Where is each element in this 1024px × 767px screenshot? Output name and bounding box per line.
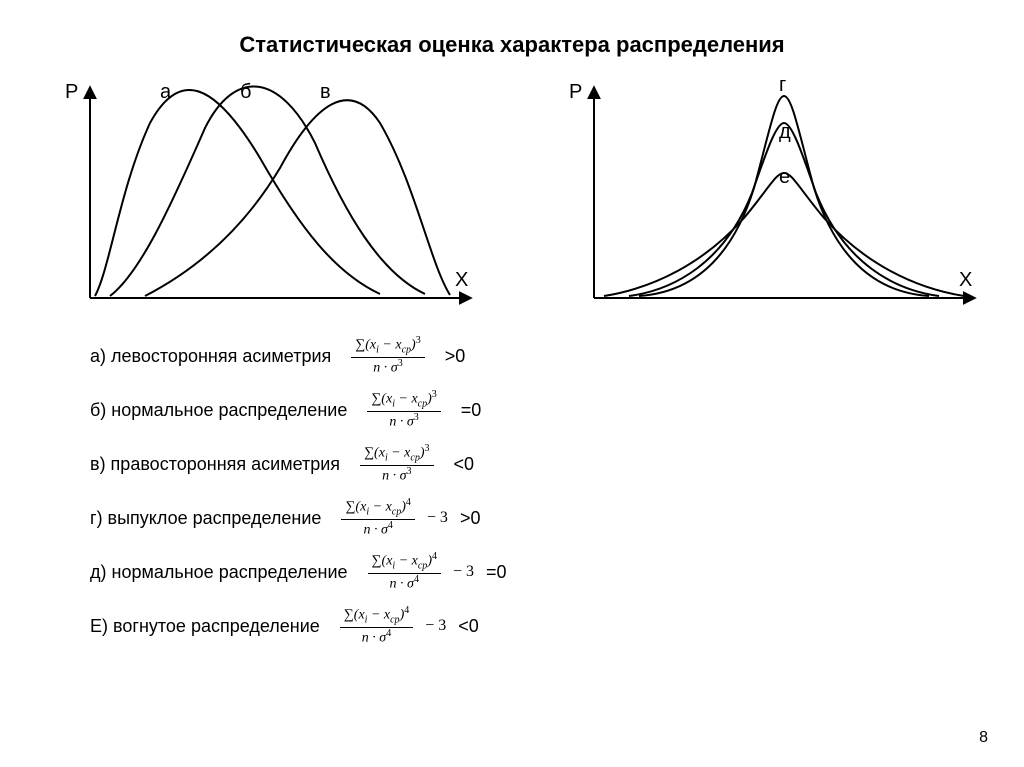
- left-chart: P Xа б в: [30, 68, 490, 328]
- right-chart-svg: P Xг д е: [554, 68, 994, 328]
- definitions-list: а) левосторонняя асиметрия ∑(xi − xср)3n …: [0, 328, 1024, 646]
- right-chart: P Xг д е: [554, 68, 994, 328]
- svg-text:е: е: [779, 166, 790, 188]
- comparison-value: >0: [445, 346, 466, 367]
- left-chart-svg: P Xа б в: [30, 68, 490, 328]
- svg-text:г: г: [779, 74, 786, 96]
- definition-label: д) нормальное распределение: [90, 562, 348, 583]
- svg-text:P: P: [569, 81, 582, 103]
- definition-label: Е) вогнутое распределение: [90, 616, 320, 637]
- comparison-value: <0: [454, 454, 475, 475]
- definition-label: г) выпуклое распределение: [90, 508, 321, 529]
- comparison-value: =0: [486, 562, 507, 583]
- svg-text:в: в: [320, 81, 331, 103]
- comparison-value: >0: [460, 508, 481, 529]
- svg-text:P: P: [65, 81, 78, 103]
- svg-text:б: б: [240, 81, 251, 103]
- definition-row: в) правосторонняя асиметрия ∑(xi − xср)3n…: [90, 444, 1024, 484]
- svg-text:д: д: [779, 121, 791, 143]
- comparison-value: <0: [458, 616, 479, 637]
- formula: ∑(xi − xср)3n · σ3: [359, 390, 448, 429]
- svg-text:а: а: [160, 81, 172, 103]
- definition-row: Е) вогнутое распределение ∑(xi − xср)4n ·…: [90, 606, 1024, 646]
- svg-text:X: X: [959, 269, 972, 291]
- definition-row: г) выпуклое распределение ∑(xi − xср)4n ·…: [90, 498, 1024, 538]
- formula: ∑(xi − xср)4n · σ4− 3: [332, 606, 446, 645]
- definition-row: а) левосторонняя асиметрия ∑(xi − xср)3n …: [90, 336, 1024, 376]
- page-title: Статистическая оценка характера распреде…: [0, 0, 1024, 58]
- formula: ∑(xi − xср)3n · σ3: [352, 444, 441, 483]
- definition-label: в) правосторонняя асиметрия: [90, 454, 340, 475]
- formula: ∑(xi − xср)4n · σ4− 3: [360, 552, 474, 591]
- definition-row: д) нормальное распределение ∑(xi − xср)4n…: [90, 552, 1024, 592]
- definition-label: б) нормальное распределение: [90, 400, 347, 421]
- formula: ∑(xi − xср)4n · σ4− 3: [333, 498, 447, 537]
- charts-row: P Xа б в P Xг д е: [0, 58, 1024, 328]
- comparison-value: =0: [461, 400, 482, 421]
- formula: ∑(xi − xср)3n · σ3: [343, 336, 432, 375]
- svg-text:X: X: [455, 269, 468, 291]
- definition-label: а) левосторонняя асиметрия: [90, 346, 331, 367]
- definition-row: б) нормальное распределение ∑(xi − xср)3n…: [90, 390, 1024, 430]
- page-number: 8: [979, 729, 988, 747]
